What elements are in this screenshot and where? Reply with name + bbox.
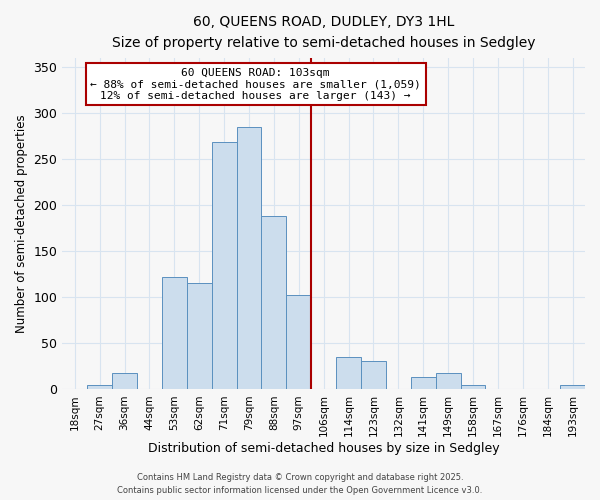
Bar	[162, 277, 187, 390]
Bar	[212, 142, 236, 390]
Bar	[336, 357, 361, 390]
Bar	[411, 378, 436, 390]
Bar	[236, 127, 262, 390]
Bar	[361, 361, 386, 390]
Bar	[112, 373, 137, 390]
X-axis label: Distribution of semi-detached houses by size in Sedgley: Distribution of semi-detached houses by …	[148, 442, 499, 455]
Y-axis label: Number of semi-detached properties: Number of semi-detached properties	[15, 114, 28, 333]
Text: Contains HM Land Registry data © Crown copyright and database right 2025.
Contai: Contains HM Land Registry data © Crown c…	[118, 474, 482, 495]
Bar	[87, 385, 112, 390]
Bar	[560, 385, 585, 390]
Bar	[286, 294, 311, 390]
Bar	[262, 216, 286, 390]
Bar	[187, 284, 212, 390]
Bar	[436, 373, 461, 390]
Title: 60, QUEENS ROAD, DUDLEY, DY3 1HL
Size of property relative to semi-detached hous: 60, QUEENS ROAD, DUDLEY, DY3 1HL Size of…	[112, 15, 535, 50]
Bar	[461, 385, 485, 390]
Text: 60 QUEENS ROAD: 103sqm
← 88% of semi-detached houses are smaller (1,059)
12% of : 60 QUEENS ROAD: 103sqm ← 88% of semi-det…	[91, 68, 421, 101]
